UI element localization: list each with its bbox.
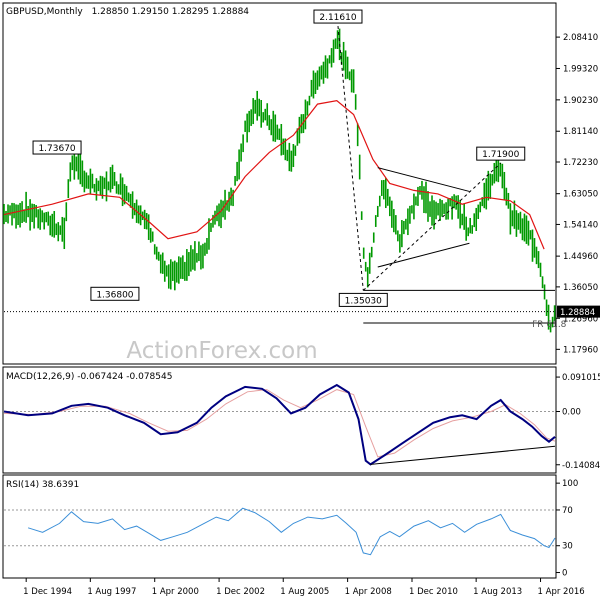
rsi-axis-label: 0 (562, 569, 567, 579)
rsi-layer (4, 507, 556, 556)
date-axis-label: 1 Dec 1994 (23, 587, 72, 597)
price-axis-label: 1.17960 (563, 345, 598, 355)
date-axis-label: 1 Aug 2013 (473, 587, 522, 597)
price-axis-label: 1.36050 (563, 283, 598, 293)
axis-layer: 2.08410 1.99320 1.90230 1.81140 1.72230 1.630… (23, 33, 600, 597)
price-axis-label: 1.44960 (563, 252, 598, 262)
price-annotation-label: 1.71900 (482, 150, 519, 160)
triangle-upper-line (377, 167, 470, 192)
price-annotation-label: 1.36800 (96, 290, 133, 300)
moving-average-line (3, 100, 545, 250)
price-axis-label: 2.08410 (563, 33, 598, 43)
price-annotation-box (338, 292, 388, 307)
price-axis-label: 1.72230 (563, 158, 598, 168)
watermark: ActionForex.com (126, 338, 317, 364)
date-axis-label: 1 Aug 2005 (280, 587, 329, 597)
price-annotation-label: 1.73670 (38, 144, 75, 154)
date-axis-label: 1 Apr 2008 (345, 587, 392, 597)
retracement-line (337, 26, 364, 291)
price-annotation-box (32, 140, 82, 155)
macd-layer (3, 383, 556, 466)
current-price-tag (557, 305, 600, 318)
fibonacci-label: FR 61.8 (532, 320, 567, 330)
date-axis-label: 1 Aug 1997 (87, 587, 136, 597)
chart-title: GBPUSD,Monthly 1.28850 1.29150 1.28295 1… (6, 7, 249, 17)
macd-line (3, 383, 556, 466)
triangle-lower-line (377, 242, 470, 268)
price-annotation-label: 2.11610 (319, 13, 356, 23)
retracement-line (362, 162, 502, 291)
price-annotation-label: 1.35030 (345, 296, 382, 306)
macd-trendline (370, 445, 556, 465)
price-axis-label: 1.90230 (563, 96, 598, 106)
date-axis-label: 1 Dec 2002 (216, 587, 265, 597)
macd-axis-label: 0.091015 (562, 373, 600, 383)
price-layer: 1.73670 1.36800 2.11610 1.35030 1.71900 FR 61… (3, 9, 567, 333)
macd-panel-frame (2, 366, 557, 474)
price-axis-label: 1.99320 (563, 64, 598, 74)
price-axis-label: 1.26960 (563, 314, 598, 324)
price-axis-label: 1.81140 (563, 127, 598, 137)
date-axis-label: 1 Apr 2000 (152, 587, 199, 597)
price-annotation-box (90, 286, 140, 301)
date-axis-label: 1 Dec 2010 (409, 587, 458, 597)
macd-signal-line (3, 389, 556, 458)
rsi-axis-label: 70 (562, 506, 573, 516)
price-axis-label: 1.54140 (563, 220, 598, 230)
rsi-title: RSI(14) 38.6391 (6, 480, 79, 490)
symbol-label: GBPUSD,Monthly (6, 7, 83, 17)
macd-title: MACD(12,26,9) -0.067424 -0.078545 (6, 372, 172, 382)
rsi-line (27, 507, 556, 556)
ohlc-label: 1.28850 1.29150 1.28295 1.28884 (92, 7, 250, 17)
current-price-label: 1.28884 (560, 308, 595, 318)
price-annotation-box (476, 146, 526, 161)
date-axis-label: 1 Apr 2016 (538, 587, 585, 597)
rsi-panel-frame (2, 474, 557, 579)
rsi-axis-label: 30 (562, 542, 573, 552)
macd-axis-label: 0.00 (562, 407, 581, 417)
rsi-axis-label: 100 (562, 479, 578, 489)
price-axis-label: 1.63050 (563, 190, 598, 200)
price-annotation-box (313, 9, 363, 24)
price-panel-frame (2, 2, 557, 365)
macd-axis-label: -0.140843 (562, 461, 600, 471)
